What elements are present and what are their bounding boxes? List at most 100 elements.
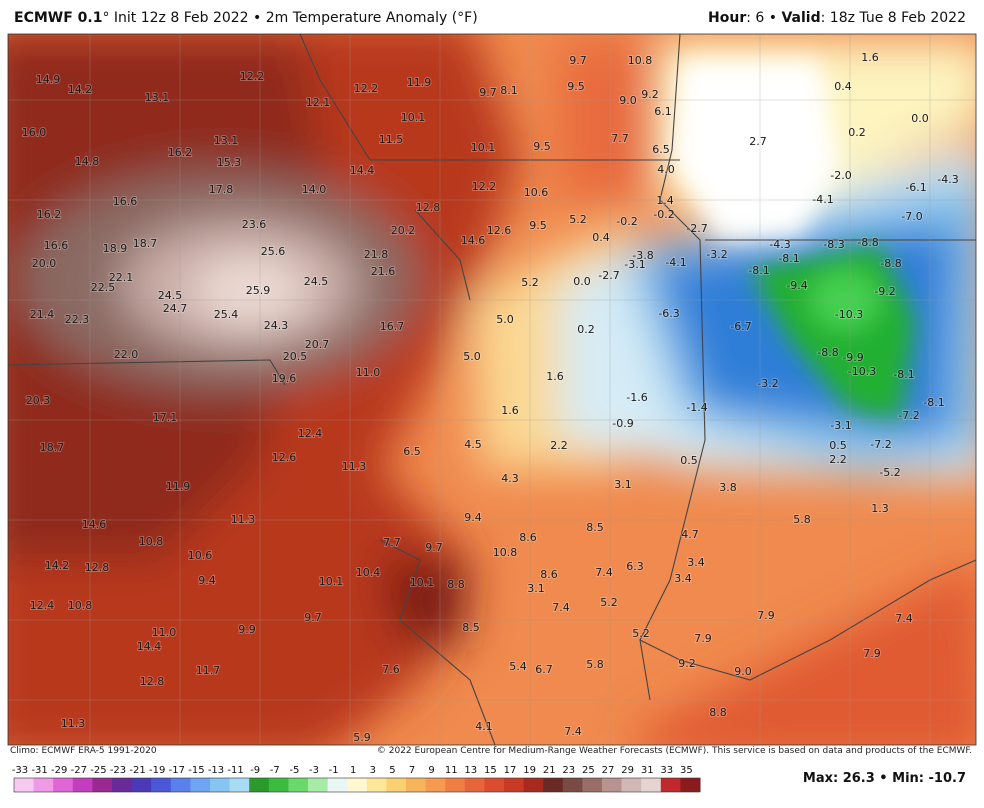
map-value-label: 10.1	[401, 111, 426, 124]
map-value-label: 24.7	[163, 302, 188, 315]
colorbar-cell	[641, 778, 662, 792]
colorbar-tick-label: 3	[370, 765, 376, 776]
map-value-label: -8.8	[817, 346, 838, 359]
colorbar-tick-label: -23	[110, 765, 126, 776]
map-value-label: 9.4	[198, 574, 216, 587]
map-value-label: 16.6	[113, 195, 138, 208]
map-value-label: 24.5	[158, 289, 183, 302]
map-value-label: 18.7	[133, 237, 158, 250]
colorbar-tick-label: 5	[389, 765, 395, 776]
colorbar-tick-label: 19	[523, 765, 536, 776]
map-value-label: 8.1	[500, 84, 518, 97]
colorbar-tick-label: -31	[31, 765, 47, 776]
map-value-label: 7.4	[595, 566, 613, 579]
colorbar-tick-label: -7	[270, 765, 280, 776]
map-value-label: -4.3	[769, 238, 790, 251]
map-value-label: 0.4	[592, 231, 610, 244]
colorbar-tick-label: -9	[250, 765, 260, 776]
map-value-label: 1.6	[861, 51, 879, 64]
map-value-label: 9.2	[678, 657, 696, 670]
colorbar-cell	[464, 778, 485, 792]
colorbar-tick-label: -17	[169, 765, 185, 776]
map-value-label: 11.3	[231, 513, 256, 526]
map-value-label: 10.6	[188, 549, 213, 562]
map-value-label: 2.2	[550, 439, 568, 452]
map-value-label: -10.3	[835, 308, 863, 321]
colorbar-tick-label: 27	[602, 765, 615, 776]
map-value-label: 12.1	[306, 96, 331, 109]
map-value-label: 12.6	[272, 451, 297, 464]
colorbar-cell	[190, 778, 211, 792]
field	[8, 34, 976, 745]
map-value-label: -9.4	[786, 279, 807, 292]
colorbar-tick-label: 35	[680, 765, 693, 776]
map-value-label: 7.6	[382, 663, 400, 676]
map-value-label: 22.1	[109, 271, 134, 284]
colorbar-tick-label: 1	[350, 765, 356, 776]
colorbar-cell	[425, 778, 446, 792]
map-value-label: -7.0	[901, 210, 922, 223]
map-value-label: -0.2	[653, 208, 674, 221]
colorbar-cell	[33, 778, 54, 792]
map-value-label: 7.4	[552, 601, 570, 614]
map-value-label: 10.1	[319, 575, 344, 588]
map-value-label: 13.1	[214, 134, 239, 147]
map-value-label: 19.6	[272, 372, 297, 385]
map-value-label: 10.8	[139, 535, 164, 548]
map-value-label: 22.5	[91, 281, 116, 294]
colorbar-tick-label: -5	[289, 765, 299, 776]
colorbar-tick-label: -11	[227, 765, 243, 776]
colorbar-tick-label: -15	[188, 765, 204, 776]
map-value-label: 10.1	[410, 576, 435, 589]
map-value-label: 11.9	[166, 480, 191, 493]
map-value-label: -8.1	[748, 264, 769, 277]
colorbar-cell	[582, 778, 603, 792]
map-value-label: 9.7	[479, 86, 497, 99]
header-left: ECMWF 0.1° Init 12z 8 Feb 2022 • 2m Temp…	[14, 10, 478, 26]
map-value-label: 9.5	[567, 80, 585, 93]
map-value-label: -0.9	[612, 417, 633, 430]
map-value-label: -2.7	[598, 269, 619, 282]
map-value-label: 9.7	[304, 611, 322, 624]
map-value-label: 3.8	[719, 481, 737, 494]
map-value-label: 9.0	[619, 94, 637, 107]
map-value-label: 7.9	[863, 647, 881, 660]
colorbar-tick-label: -19	[149, 765, 165, 776]
map-value-label: 11.9	[407, 76, 432, 89]
map-value-label: 24.3	[264, 319, 289, 332]
colorbar-cell	[543, 778, 564, 792]
map-value-label: -8.1	[778, 252, 799, 265]
colorbar-tick-label: 13	[464, 765, 477, 776]
colorbar-tick-label: 7	[409, 765, 415, 776]
map-value-label: -3.1	[624, 258, 645, 271]
map-value-label: 4.0	[657, 163, 675, 176]
map-value-label: -8.3	[823, 238, 844, 251]
map-value-label: 4.1	[475, 720, 493, 733]
map-value-label: 14.0	[302, 183, 327, 196]
map-value-label: 20.5	[283, 350, 308, 363]
map-value-label: 1.4	[656, 194, 674, 207]
map-value-label: 8.8	[709, 706, 727, 719]
map-value-label: 14.2	[68, 83, 93, 96]
map-value-label: -9.9	[842, 351, 863, 364]
map-value-label: 16.0	[22, 126, 47, 139]
map-value-label: 14.4	[137, 640, 162, 653]
colorbar-tick-label: 23	[562, 765, 575, 776]
colorbar-cell	[406, 778, 427, 792]
map-value-label: 8.8	[447, 578, 465, 591]
map-value-label: -7.2	[870, 438, 891, 451]
colorbar-cell	[229, 778, 250, 792]
colorbar-cell	[308, 778, 329, 792]
colorbar-tick-label: 33	[660, 765, 673, 776]
map-value-label: 22.3	[65, 313, 90, 326]
credit: © 2022 European Centre for Medium-Range …	[376, 746, 972, 756]
colorbar-tick-label: 17	[504, 765, 517, 776]
colorbar-tick-label: 21	[543, 765, 556, 776]
map-value-label: 7.4	[564, 725, 582, 738]
map-value-label: 5.0	[463, 350, 481, 363]
colorbar-tick-label: 9	[428, 765, 434, 776]
colorbar-cell	[72, 778, 93, 792]
map-value-label: 17.8	[209, 183, 234, 196]
map-value-label: 14.9	[36, 73, 61, 86]
